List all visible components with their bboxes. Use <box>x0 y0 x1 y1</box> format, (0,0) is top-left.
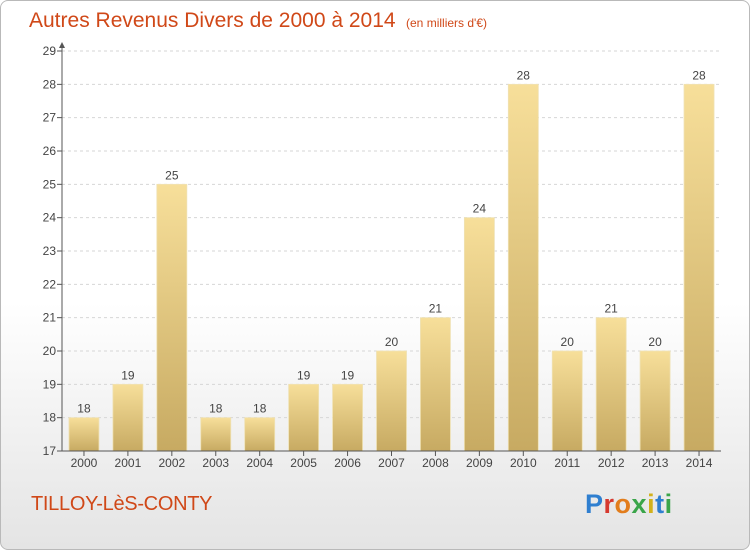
y-tick-label: 17 <box>43 444 57 458</box>
data-label: 20 <box>648 335 662 349</box>
x-tick-label: 2004 <box>246 456 273 470</box>
y-tick-label: 19 <box>43 377 57 391</box>
bars: 18 19 25 18 18 19 19 20 21 24 28 20 21 20 28 <box>68 68 715 452</box>
chart-unit: (en milliers d'€) <box>406 16 487 30</box>
bar <box>551 350 583 452</box>
y-tick-label: 27 <box>43 111 57 125</box>
proxiti-logo[interactable]: Proxiti <box>585 489 673 520</box>
y-tick-label: 29 <box>43 44 57 58</box>
bar <box>420 317 451 452</box>
chart-title: Autres Revenus Divers de 2000 à 2014 (en… <box>29 9 487 33</box>
x-tick-label: 2009 <box>466 456 493 470</box>
x-tick-label: 2002 <box>158 456 185 470</box>
y-tick-label: 20 <box>43 344 57 358</box>
bar <box>595 317 627 452</box>
x-tick-label: 2000 <box>71 456 98 470</box>
axes: 17 18 19 20 21 22 23 24 25 26 27 28 29 2000 2001 2002 20… <box>43 42 721 470</box>
data-label: 21 <box>429 302 443 316</box>
data-label: 24 <box>473 202 487 216</box>
bar <box>112 383 144 452</box>
x-tick-label: 2012 <box>598 456 625 470</box>
y-tick-label: 21 <box>43 311 57 325</box>
x-tick-label: 2001 <box>115 456 142 470</box>
data-label: 18 <box>209 402 223 416</box>
y-tick-label: 18 <box>43 411 57 425</box>
x-tick-label: 2013 <box>642 456 669 470</box>
y-tick-label: 26 <box>43 144 57 158</box>
data-label: 18 <box>77 402 91 416</box>
bar <box>200 417 232 452</box>
y-tick-label: 23 <box>43 244 57 258</box>
data-label: 19 <box>341 368 355 382</box>
bar <box>683 83 715 452</box>
x-tick-label: 2014 <box>686 456 713 470</box>
x-tick-label: 2005 <box>290 456 317 470</box>
y-tick-label: 25 <box>43 177 57 191</box>
y-tick-label: 22 <box>43 277 57 291</box>
y-tick-label: 24 <box>43 211 57 225</box>
x-tick-label: 2008 <box>422 456 449 470</box>
data-label: 21 <box>604 302 618 316</box>
bar <box>156 183 188 452</box>
logo-letter: r <box>603 489 615 519</box>
logo-letter: o <box>614 489 632 519</box>
y-tick-label: 28 <box>43 77 57 91</box>
logo-letter: i <box>647 489 656 519</box>
commune-name: TILLOY-LèS-CONTY <box>31 493 213 515</box>
logo-letter: t <box>655 489 665 519</box>
x-tick-label: 2003 <box>202 456 229 470</box>
data-label: 28 <box>692 68 706 82</box>
y-axis-arrow <box>59 42 65 48</box>
bar <box>639 350 671 452</box>
bar <box>68 417 100 452</box>
bar <box>332 383 363 452</box>
x-tick-label: 2007 <box>378 456 405 470</box>
data-label: 19 <box>297 368 311 382</box>
data-label: 28 <box>517 68 531 82</box>
bar <box>507 83 539 452</box>
data-label: 25 <box>165 168 179 182</box>
x-tick-label: 2006 <box>334 456 361 470</box>
bar <box>244 417 276 452</box>
x-tick-label: 2011 <box>554 456 580 470</box>
logo-letter: i <box>664 489 673 519</box>
logo-letter: x <box>631 489 648 519</box>
data-label: 20 <box>385 335 399 349</box>
data-label: 20 <box>561 335 575 349</box>
bar <box>463 217 495 452</box>
data-label: 19 <box>121 368 135 382</box>
bar <box>376 350 407 452</box>
logo-letter: P <box>585 489 604 519</box>
bar <box>288 383 320 452</box>
x-tick-label: 2010 <box>510 456 537 470</box>
data-label: 18 <box>253 402 267 416</box>
chart-title-text: Autres Revenus Divers de 2000 à 2014 <box>29 9 396 32</box>
